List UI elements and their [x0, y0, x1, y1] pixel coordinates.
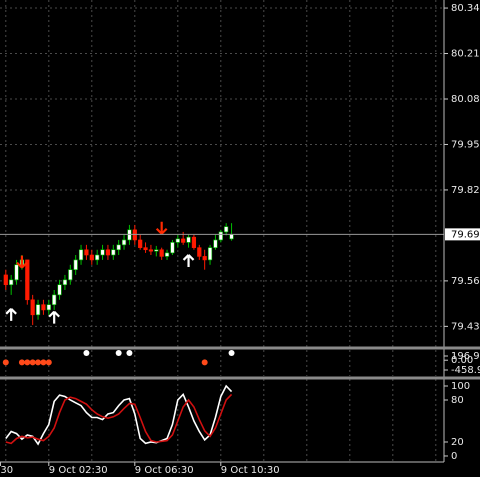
- candle-body: [170, 242, 175, 254]
- candle-body: [164, 252, 170, 257]
- y-tick-label: 79.430: [451, 321, 480, 332]
- candle-body: [175, 238, 180, 243]
- candle-body: [3, 274, 8, 286]
- candle-body: [111, 249, 116, 256]
- indicator-dot: [45, 359, 52, 366]
- candle-body: [218, 231, 223, 241]
- stochastic-line: [5, 393, 233, 445]
- candle-body: [143, 247, 148, 251]
- y-tick-label: 80: [451, 395, 464, 406]
- signal-arrow: [182, 254, 195, 267]
- candle-body: [57, 284, 62, 296]
- signal-arrow: [48, 310, 60, 324]
- candle-body: [181, 238, 186, 243]
- candle-body: [127, 229, 132, 241]
- indicator-dot: [83, 350, 90, 357]
- indicator-dot: [40, 359, 47, 366]
- y-tick-label: 79.820: [451, 185, 480, 196]
- candle-body: [78, 249, 84, 261]
- candle-body: [84, 249, 89, 256]
- candle-body: [89, 254, 94, 261]
- candle-body: [30, 299, 35, 316]
- y-tick-label: 100: [451, 381, 470, 392]
- candle-body: [154, 249, 159, 252]
- indicator-dot: [126, 350, 133, 357]
- candle-body: [132, 229, 137, 241]
- candle-body: [25, 259, 30, 301]
- indicator-dot: [24, 359, 31, 366]
- candle-body: [224, 226, 229, 233]
- candle-body: [68, 269, 73, 281]
- candle-body: [213, 239, 218, 248]
- candle-body: [52, 294, 57, 305]
- y-tick-label: 79.560: [451, 276, 480, 287]
- candle-body: [62, 279, 68, 286]
- candle-body: [95, 254, 100, 261]
- candle-body: [197, 247, 202, 257]
- candle-body: [138, 239, 143, 248]
- candle-body: [191, 236, 197, 248]
- candle-body: [100, 249, 105, 256]
- y-tick-label: 79.950: [451, 139, 480, 150]
- panel-separator: [0, 346, 480, 350]
- candle-body: [35, 304, 41, 316]
- current-price-label: 79.693: [451, 229, 480, 240]
- signal-arrow: [16, 255, 28, 269]
- x-tick-label: 9 Oct 10:30: [221, 465, 280, 476]
- candle-body: [14, 264, 19, 281]
- candle-body: [148, 249, 154, 252]
- candle-body: [229, 234, 234, 240]
- y-tick-label: -458.93: [451, 365, 480, 376]
- candle-body: [73, 259, 78, 270]
- current-price-box: [445, 228, 480, 241]
- candle-body: [207, 247, 213, 261]
- x-tick-label: 9 Oct 06:30: [135, 465, 194, 476]
- y-tick-label: 0.00: [451, 355, 473, 366]
- y-tick-label: 80.080: [451, 94, 480, 105]
- candle-body: [202, 256, 207, 261]
- indicator-dot: [115, 350, 122, 357]
- candle-body: [41, 304, 46, 311]
- y-tick-label: 80.210: [451, 49, 480, 60]
- y-tick-label: 20: [451, 437, 464, 448]
- panel-separator: [0, 376, 480, 380]
- indicator-dot: [201, 359, 208, 366]
- candle-body: [9, 279, 14, 286]
- signal-arrow: [5, 308, 17, 321]
- candle-body: [121, 239, 127, 246]
- y-tick-label: 196.99: [451, 351, 480, 362]
- signal-arrow: [155, 221, 168, 235]
- indicator-dot: [2, 359, 9, 366]
- indicator-dot: [18, 359, 25, 366]
- y-tick-label: 80.340: [451, 3, 480, 14]
- candle-body: [105, 249, 111, 256]
- y-tick-label: 0: [451, 451, 457, 462]
- candle-body: [186, 236, 191, 243]
- candle-body: [159, 249, 164, 257]
- indicator-dot: [29, 359, 36, 366]
- x-tick-label: 9 Oct 02:30: [49, 465, 108, 476]
- indicator-dot: [35, 359, 42, 366]
- stochastic-line: [5, 384, 233, 446]
- candle-body: [116, 244, 121, 251]
- x-tick-label: 30: [0, 465, 13, 476]
- indicator-dot: [228, 350, 235, 357]
- candle-body: [46, 304, 51, 311]
